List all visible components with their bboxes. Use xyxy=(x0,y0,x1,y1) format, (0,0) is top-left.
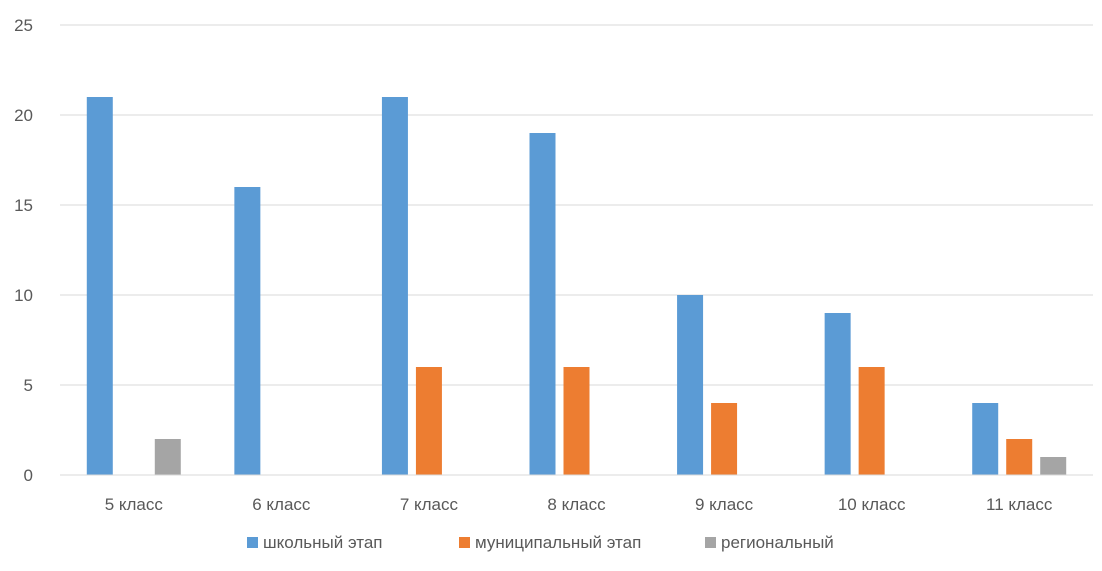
bar-municipal xyxy=(415,367,442,475)
bar-school xyxy=(234,187,261,475)
legend-swatch xyxy=(247,537,258,548)
legend-label: школьный этап xyxy=(263,533,383,552)
x-tick-label: 8 класс xyxy=(547,495,606,514)
x-tick-label: 9 класс xyxy=(695,495,754,514)
x-axis-ticks: 5 класс 6 класс 7 класс 8 класс 9 класс 10 кл… xyxy=(105,495,1053,514)
bar-school xyxy=(529,133,556,475)
bar-municipal xyxy=(1006,439,1033,475)
legend: школьный этап муниципальный этап региональ… xyxy=(247,533,834,552)
x-tick-label: 10 класс xyxy=(838,495,906,514)
y-tick-label: 0 xyxy=(24,466,33,485)
y-tick-label: 25 xyxy=(14,16,33,35)
legend-item: муниципальный этап xyxy=(459,533,641,552)
y-tick-label: 5 xyxy=(24,376,33,395)
y-tick-label: 15 xyxy=(14,196,33,215)
legend-swatch xyxy=(459,537,470,548)
bar-municipal xyxy=(858,367,885,475)
bar-regional xyxy=(154,439,181,475)
bars xyxy=(86,97,1067,475)
y-tick-label: 20 xyxy=(14,106,33,125)
bar-school xyxy=(677,295,704,475)
bar-school xyxy=(972,403,999,475)
legend-label: муниципальный этап xyxy=(475,533,641,552)
x-tick-label: 7 класс xyxy=(400,495,459,514)
legend-item: региональный xyxy=(705,533,834,552)
legend-swatch xyxy=(705,537,716,548)
gridlines xyxy=(60,24,1093,386)
bar-regional xyxy=(1040,457,1067,475)
y-axis-ticks: 0 5 10 15 20 25 xyxy=(14,16,33,485)
bar-municipal xyxy=(563,367,590,475)
legend-item: школьный этап xyxy=(247,533,383,552)
x-tick-label: 11 класс xyxy=(986,495,1053,514)
bar-school xyxy=(86,97,113,475)
x-tick-label: 6 класс xyxy=(252,495,311,514)
bar-school xyxy=(824,313,851,475)
bar-school xyxy=(381,97,408,475)
x-tick-label: 5 класс xyxy=(105,495,164,514)
y-tick-label: 10 xyxy=(14,286,33,305)
legend-label: региональный xyxy=(721,533,834,552)
bar-municipal xyxy=(711,403,738,475)
